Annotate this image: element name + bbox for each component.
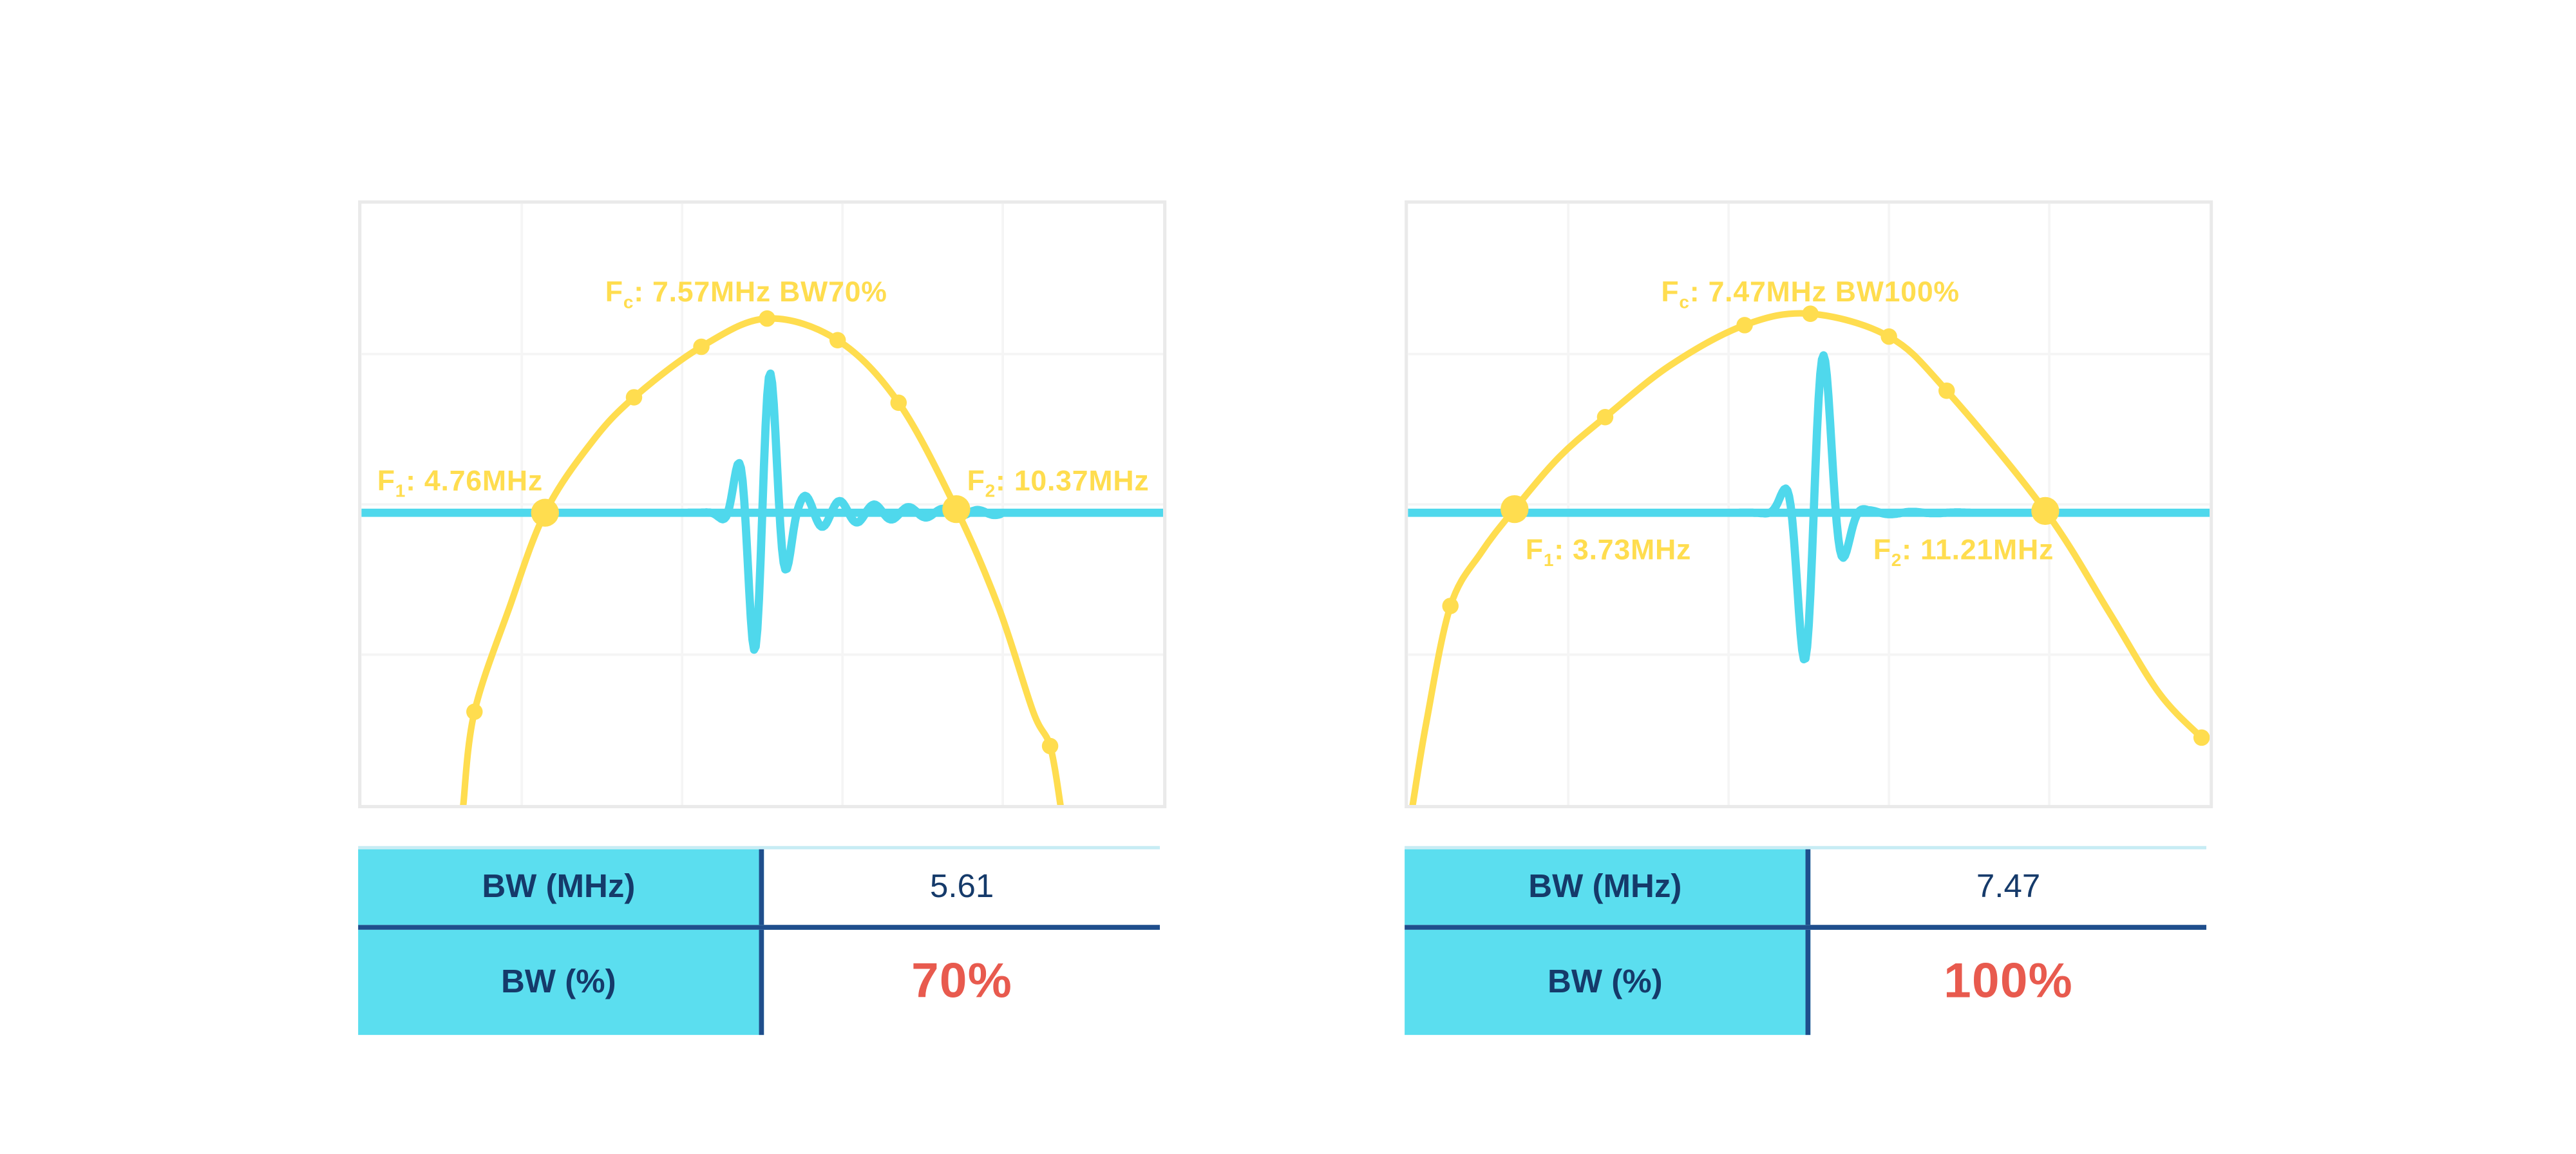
bw-mhz-label: BW (MHz) — [1528, 868, 1682, 905]
bw-percent-value: 100% — [1944, 954, 2074, 1009]
spectrum-curve — [1409, 310, 2205, 805]
f2-annotation-subscript: 2 — [1891, 551, 1902, 571]
spectrum-marker-small — [1802, 305, 1819, 322]
chart-panel-100: Fc: 7.47MHz BW100% F1: 3.73MHz F2: 11.21… — [1405, 200, 2213, 809]
f2-annotation: F2: 10.37MHz — [967, 464, 1150, 502]
spectrum-marker-small — [890, 394, 907, 411]
fc-annotation: Fc: 7.57MHz BW70% — [605, 275, 887, 314]
spectrum-marker-small — [1442, 598, 1459, 614]
bandwidth-edge-marker — [1501, 495, 1529, 524]
spectrum-plot-100 — [1408, 203, 2210, 805]
bw-mhz-value-cell: 5.61 — [764, 849, 1160, 925]
f1-annotation-text: : 4.76MHz — [406, 464, 543, 497]
bw-percent-value-cell: 70% — [764, 930, 1160, 1035]
chart-panel-70: Fc: 7.57MHz BW70% F1: 4.76MHz F2: 10.37M… — [358, 200, 1167, 809]
spectrum-marker-small — [1041, 737, 1059, 755]
f2-annotation-prefix: F — [1873, 533, 1891, 567]
fc-annotation-text: : 7.57MHz BW70% — [634, 275, 887, 308]
f1-annotation-subscript: 1 — [395, 482, 406, 502]
bw-percent-label-cell: BW (%) — [358, 929, 764, 1036]
spectrum-marker-small — [829, 332, 846, 349]
bw-mhz-value: 5.61 — [929, 868, 994, 905]
bw-mhz-row: BW (MHz) 5.61 — [358, 849, 1160, 930]
spectrum-marker-small — [2193, 729, 2210, 746]
spectrum-marker-small — [1596, 409, 1614, 426]
spectrum-marker-small — [625, 389, 643, 406]
spectrum-marker-small — [1880, 328, 1897, 345]
spectrum-marker-small — [759, 310, 775, 327]
f2-annotation-text: : 11.21MHz — [1902, 533, 2054, 567]
fc-annotation: Fc: 7.47MHz BW100% — [1661, 275, 1960, 314]
fc-annotation-prefix: F — [605, 275, 623, 308]
bw-percent-row: BW (%) 70% — [358, 929, 1160, 1036]
spectrum-marker-small — [1736, 317, 1753, 334]
bandwidth-edge-marker — [2031, 497, 2060, 525]
bandwidth-edge-marker — [531, 498, 559, 527]
bw-table: BW (MHz) 5.61 BW (%) 70% — [358, 846, 1160, 1036]
f2-annotation-text: : 10.37MHz — [996, 464, 1150, 497]
f1-annotation-subscript: 1 — [1543, 551, 1555, 571]
fc-annotation-text: : 7.47MHz BW100% — [1689, 275, 1960, 308]
bw-table: BW (MHz) 7.47 BW (%) 100% — [1405, 846, 2206, 1036]
bw-percent-label: BW (%) — [501, 963, 616, 1000]
bw-mhz-label: BW (MHz) — [482, 868, 636, 905]
spectrum-marker-small — [693, 338, 710, 355]
bw-mhz-label-cell: BW (MHz) — [358, 849, 764, 925]
f2-annotation-prefix: F — [967, 464, 985, 497]
bw-mhz-label-cell: BW (MHz) — [1405, 849, 1811, 925]
f1-annotation-prefix: F — [1525, 533, 1544, 567]
bw-mhz-row: BW (MHz) 7.47 — [1405, 849, 2206, 930]
pulse-waveform — [1736, 351, 1975, 664]
f1-annotation-prefix: F — [377, 464, 395, 497]
bw-mhz-value: 7.47 — [1976, 868, 2041, 905]
spectrum-marker-small — [1938, 382, 1955, 399]
bw-percent-label-cell: BW (%) — [1405, 929, 1811, 1036]
spectrum-plot-70 — [361, 203, 1164, 805]
spectrum-marker-small — [466, 703, 483, 721]
f1-annotation: F1: 4.76MHz — [377, 464, 543, 502]
fc-annotation-prefix: F — [1661, 275, 1680, 308]
f1-annotation-text: : 3.73MHz — [1554, 533, 1692, 567]
bandwidth-edge-marker — [942, 495, 971, 524]
bw-mhz-value-cell: 7.47 — [1810, 849, 2206, 925]
fc-annotation-subscript: c — [623, 293, 634, 314]
f2-annotation-subscript: 2 — [985, 482, 996, 502]
fc-annotation-subscript: c — [1679, 293, 1690, 314]
bw-percent-value-cell: 100% — [1810, 930, 2206, 1035]
bw-percent-row: BW (%) 100% — [1405, 929, 2206, 1036]
f2-annotation: F2: 11.21MHz — [1873, 533, 2054, 571]
f1-annotation: F1: 3.73MHz — [1525, 533, 1692, 571]
bw-percent-label: BW (%) — [1548, 963, 1663, 1000]
bw-percent-value: 70% — [911, 954, 1013, 1009]
